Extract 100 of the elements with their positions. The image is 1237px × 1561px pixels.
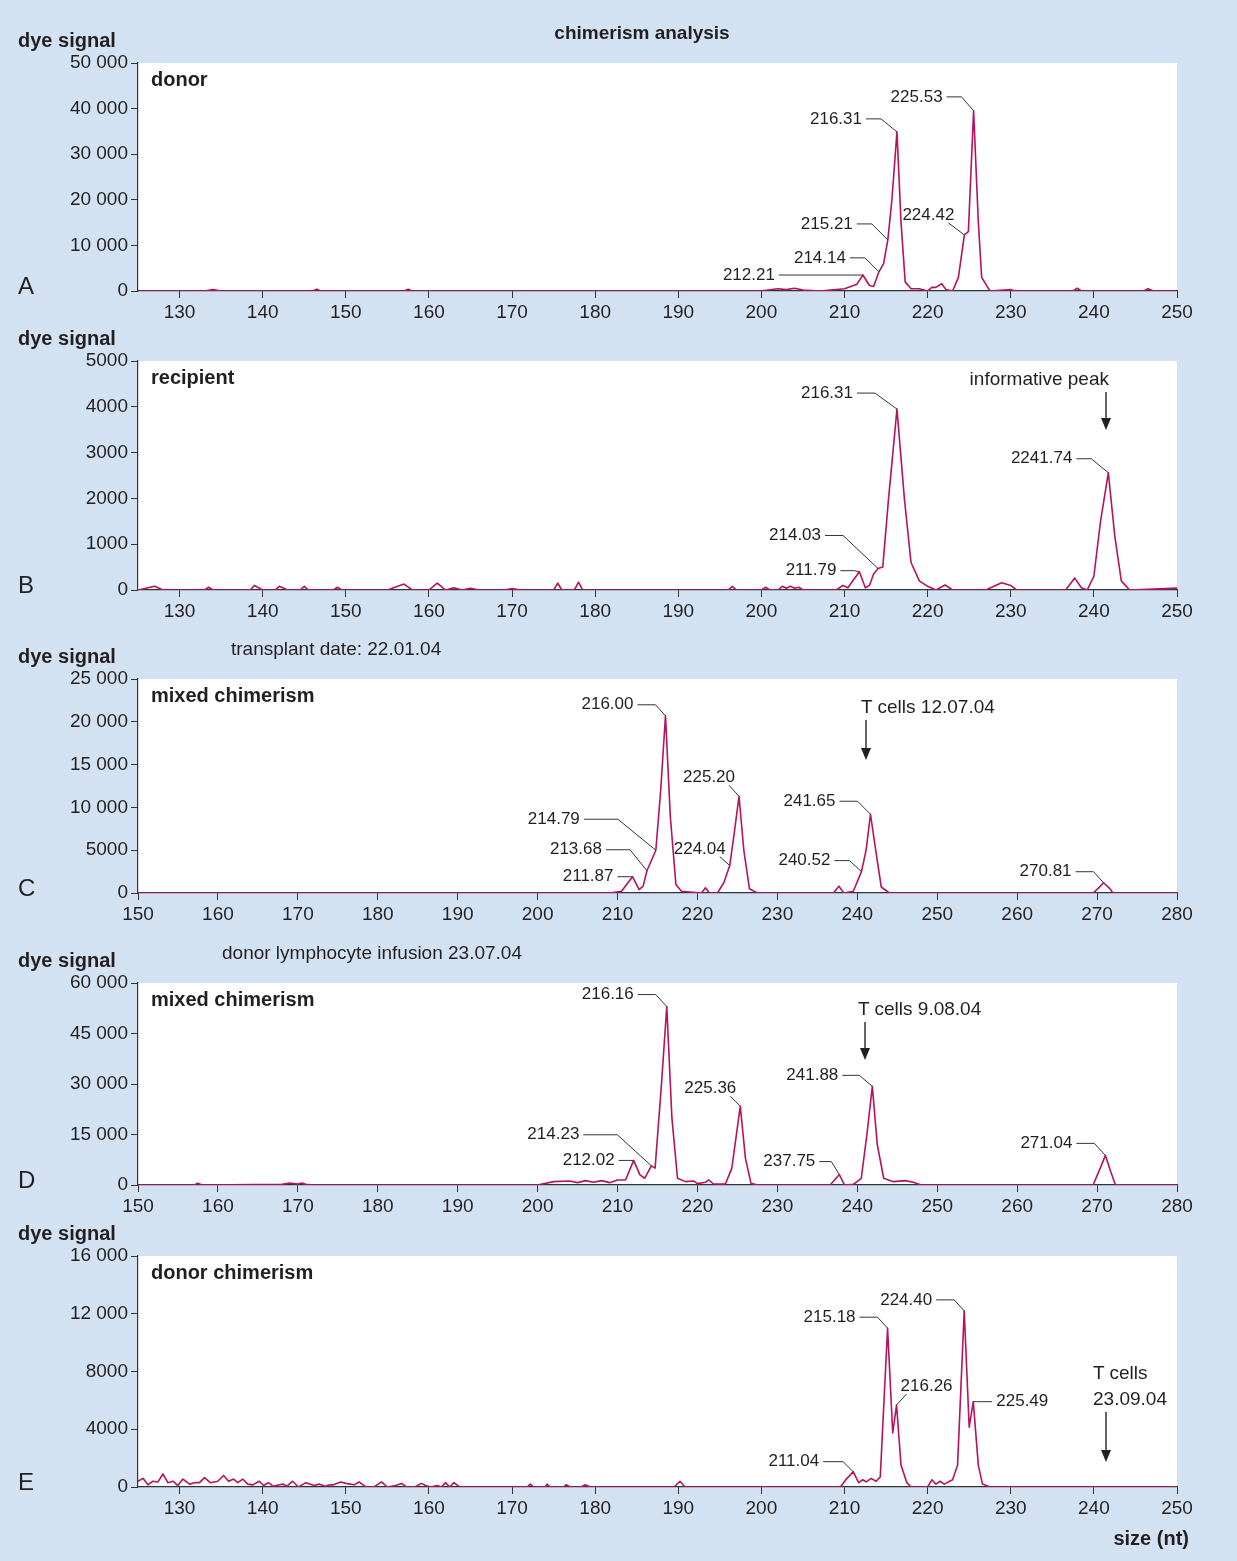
y-tick-label: 0 (117, 1173, 128, 1195)
y-tick-label: 20 000 (69, 710, 128, 732)
x-tick-label: 200 (745, 1496, 778, 1518)
x-tick-label: 210 (601, 902, 634, 924)
x-tick-label: 230 (994, 1496, 1027, 1518)
x-tick-label: 130 (163, 599, 196, 621)
x-tick-label: 160 (202, 902, 234, 924)
annotation: 2241.74 (1010, 448, 1073, 468)
x-tick-label: 180 (579, 300, 612, 322)
x-axis-title: size (nt) (1113, 1527, 1189, 1549)
x-tick-label: 240 (1078, 300, 1110, 322)
annotation: 216.31 (809, 108, 862, 128)
x-tick-label: 220 (681, 1194, 714, 1216)
y-axis-title: dye signal (18, 645, 116, 667)
y-tick-label: 12 000 (69, 1301, 128, 1323)
text: D (18, 1166, 36, 1193)
y-tick-label: 15 000 (69, 1122, 128, 1144)
x-tick-label: 240 (1078, 599, 1110, 621)
annotation: 216.00 (581, 694, 634, 714)
y-tick-label: 10 000 (69, 795, 128, 817)
text: E (18, 1468, 35, 1495)
x-tick-label: 190 (662, 599, 695, 621)
x-tick-label: 200 (745, 300, 778, 322)
x-tick-label: 140 (246, 1496, 279, 1518)
annotation: 214.03 (769, 525, 822, 545)
y-axis-title: dye signal (18, 1222, 116, 1244)
x-tick-label: 180 (361, 1194, 394, 1216)
x-tick-label: 170 (496, 300, 528, 322)
x-tick-label: 180 (579, 1496, 612, 1518)
x-tick-label: 230 (994, 300, 1027, 322)
x-tick-label: 160 (202, 1194, 234, 1216)
annotation: 225.53 (890, 86, 943, 106)
y-tick-label: 4000 (85, 395, 128, 417)
y-tick-label: 3000 (85, 440, 128, 462)
annotation: 224.40 (880, 1289, 933, 1309)
x-tick-label: 250 (1161, 599, 1193, 621)
x-tick-label: 160 (413, 300, 445, 322)
annotation: informative peak (969, 368, 1110, 389)
x-tick-label: 270 (1081, 1194, 1113, 1216)
x-tick-label: 220 (681, 902, 714, 924)
annotation: 224.42 (902, 204, 955, 224)
x-tick-label: 130 (163, 300, 196, 322)
x-tick-label: 150 (329, 300, 362, 322)
annotation: 215.18 (803, 1306, 856, 1326)
y-tick-label: 4000 (85, 1417, 128, 1439)
annotation: 213.68 (549, 839, 602, 859)
chart-title: donor chimerism (151, 1261, 314, 1283)
chart-title: donor (151, 68, 208, 90)
x-tick-label: 270 (1081, 902, 1113, 924)
x-tick-label: 210 (828, 599, 861, 621)
annotation: 216.26 (900, 1375, 953, 1395)
text: A (18, 272, 35, 299)
annotation: 216.16 (581, 984, 634, 1004)
y-axis-title: dye signal (18, 327, 116, 349)
x-tick-label: 190 (662, 1496, 695, 1518)
y-tick-label: 8000 (85, 1359, 128, 1381)
y-tick-label: 60 000 (69, 971, 128, 993)
x-tick-label: 280 (1161, 1194, 1193, 1216)
chart-subtitle: transplant date: 22.01.04 (231, 638, 442, 659)
y-tick-label: 5000 (85, 838, 128, 860)
x-tick-label: 230 (994, 599, 1027, 621)
y-tick-label: 50 000 (69, 51, 128, 73)
annotation: 214.14 (793, 247, 846, 267)
x-tick-label: 190 (441, 902, 474, 924)
x-tick-label: 250 (921, 902, 954, 924)
y-tick-label: 45 000 (69, 1021, 128, 1043)
annotation: 241.88 (786, 1065, 839, 1085)
annotation: 215.21 (800, 213, 853, 233)
x-tick-label: 250 (1161, 300, 1193, 322)
y-tick-label: 0 (117, 1475, 128, 1497)
x-tick-label: 160 (413, 1496, 445, 1518)
y-tick-label: 1000 (85, 532, 128, 554)
chart-title: recipient (151, 366, 235, 388)
x-tick-label: 210 (601, 1194, 634, 1216)
text: B (18, 571, 35, 598)
annotation: 212.21 (722, 264, 775, 284)
x-tick-label: 200 (521, 1194, 554, 1216)
annotation: T cells 23.09.04 (1093, 1362, 1168, 1409)
x-tick-label: 170 (281, 902, 314, 924)
annotation: 214.79 (527, 808, 580, 828)
y-tick-label: 0 (117, 279, 128, 301)
x-tick-label: 140 (246, 599, 279, 621)
x-tick-label: 150 (329, 1496, 362, 1518)
y-tick-label: 30 000 (69, 142, 128, 164)
x-tick-label: 250 (1161, 1496, 1193, 1518)
x-tick-label: 240 (1078, 1496, 1110, 1518)
y-axis-title: dye signal (18, 949, 116, 971)
x-tick-label: 170 (496, 599, 528, 621)
x-tick-label: 280 (1161, 902, 1193, 924)
chart-subtitle: chimerism analysis (554, 22, 730, 43)
annotation: T cells 12.07.04 (861, 696, 996, 717)
annotation: 237.75 (763, 1151, 816, 1171)
y-tick-label: 20 000 (69, 188, 128, 210)
x-tick-label: 230 (761, 902, 794, 924)
annotation: 270.81 (1019, 861, 1072, 881)
x-tick-label: 180 (579, 599, 612, 621)
x-tick-label: 170 (281, 1194, 314, 1216)
annotation: 224.04 (673, 838, 726, 858)
y-tick-label: 0 (117, 578, 128, 600)
annotation: 225.36 (684, 1078, 737, 1098)
